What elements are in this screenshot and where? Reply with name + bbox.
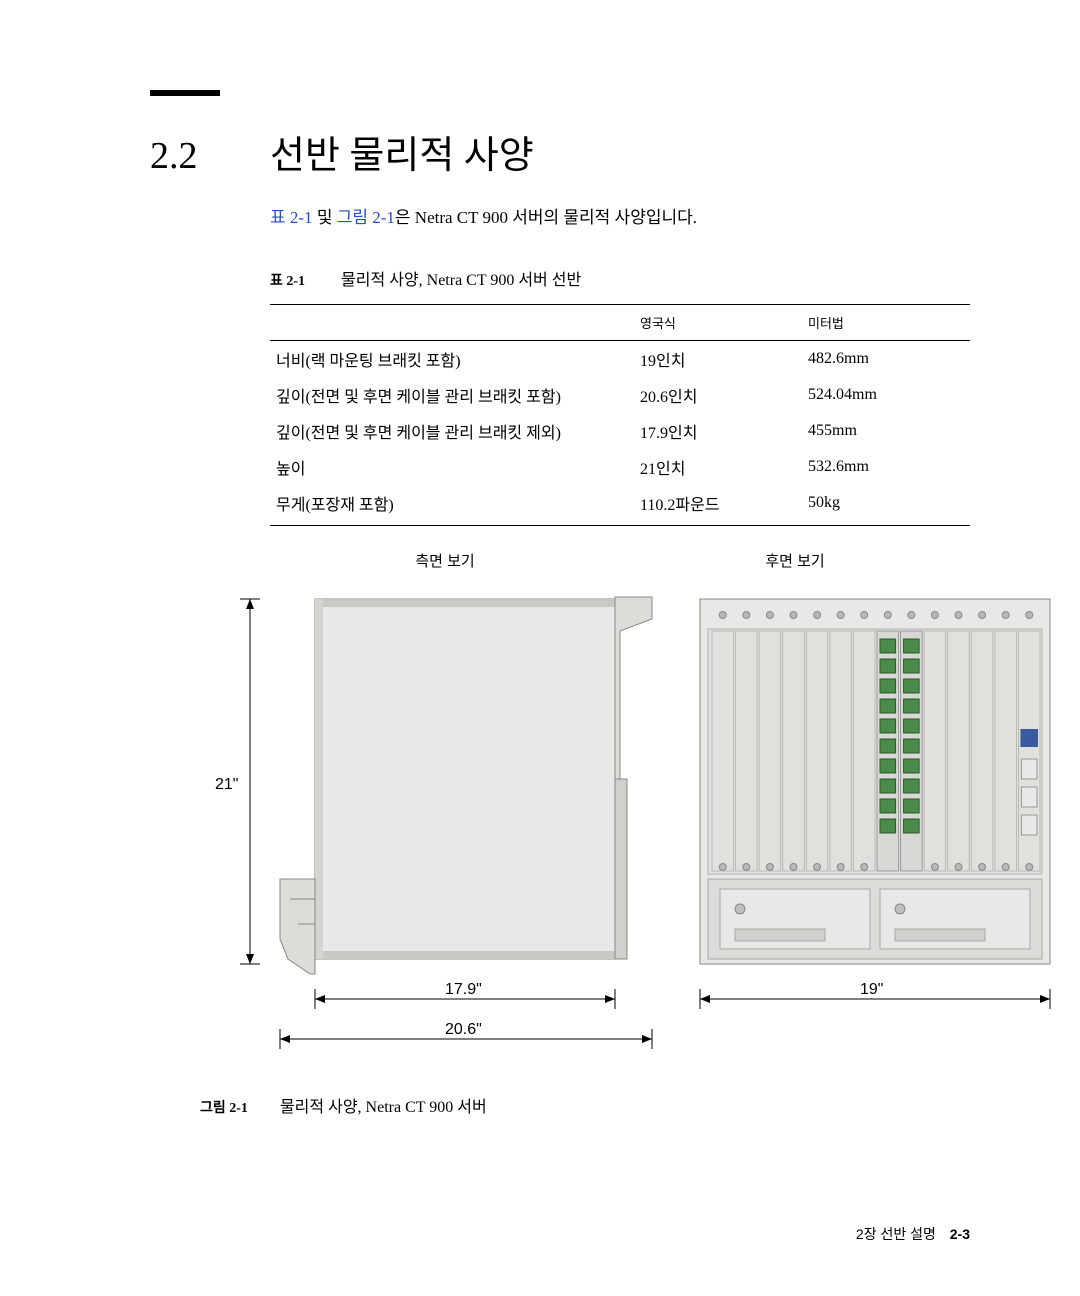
table-cell: 깊이(전면 및 후면 케이블 관리 브래킷 제외) [270, 413, 634, 449]
side-view-label: 측면 보기 [415, 550, 474, 571]
table-cell: 50kg [802, 485, 970, 526]
table-header: 미터법 [802, 305, 970, 341]
figure-caption-label: 그림 2-1 [200, 1101, 248, 1116]
table-cell: 455mm [802, 413, 970, 449]
table-cell: 깊이(전면 및 후면 케이블 관리 브래킷 포함) [270, 377, 634, 413]
table-caption-label: 표 2-1 [270, 274, 305, 289]
table-caption: 표 2-1 물리적 사양, Netra CT 900 서버 선반 [270, 266, 970, 290]
figure-caption-text: 물리적 사양, Netra CT 900 서버 [280, 1099, 487, 1116]
table-header: 영국식 [634, 305, 802, 341]
table-cell: 무게(포장재 포함) [270, 485, 634, 526]
intro-text: 표 2-1 및 그림 2-1은 Netra CT 900 서버의 물리적 사양입… [270, 203, 970, 228]
table-cell: 17.9인치 [634, 413, 802, 449]
dim-height: 21" [215, 776, 238, 793]
dim-width: 19" [860, 981, 883, 998]
rear-view-label: 후면 보기 [765, 550, 824, 571]
section-title: 선반 물리적 사양 [270, 124, 534, 179]
table-cell: 20.6인치 [634, 377, 802, 413]
figure-link[interactable]: 그림 2-1 [337, 208, 395, 227]
spec-table: 영국식 미터법 너비(랙 마운팅 브래킷 포함)19인치482.6mm 깊이(전면… [270, 304, 970, 526]
figure-caption: 그림 2-1 물리적 사양, Netra CT 900 서버 [200, 1093, 970, 1117]
table-cell: 너비(랙 마운팅 브래킷 포함) [270, 341, 634, 378]
section-heading: 2.2 선반 물리적 사양 [150, 124, 970, 179]
table-cell: 높이 [270, 449, 634, 485]
table-cell: 21인치 [634, 449, 802, 485]
view-labels: 측면 보기 후면 보기 [270, 550, 970, 571]
page-footer: 2장 선반 설명 2-3 [856, 1224, 970, 1244]
dim-depth-inner: 17.9" [445, 981, 482, 998]
table-cell: 19인치 [634, 341, 802, 378]
footer-page: 2-3 [950, 1226, 970, 1242]
footer-chapter: 2장 선반 설명 [856, 1226, 936, 1242]
table-header [270, 305, 634, 341]
section-rule [150, 90, 220, 96]
table-cell: 532.6mm [802, 449, 970, 485]
table-caption-text: 물리적 사양, Netra CT 900 서버 선반 [341, 272, 581, 289]
figure-diagram: 21" 17.9" [180, 579, 970, 1079]
table-cell: 110.2파운드 [634, 485, 802, 526]
table-cell: 482.6mm [802, 341, 970, 378]
table-cell: 524.04mm [802, 377, 970, 413]
table-link[interactable]: 표 2-1 [270, 208, 313, 227]
section-number: 2.2 [150, 134, 270, 178]
dim-depth-outer: 20.6" [445, 1021, 482, 1038]
